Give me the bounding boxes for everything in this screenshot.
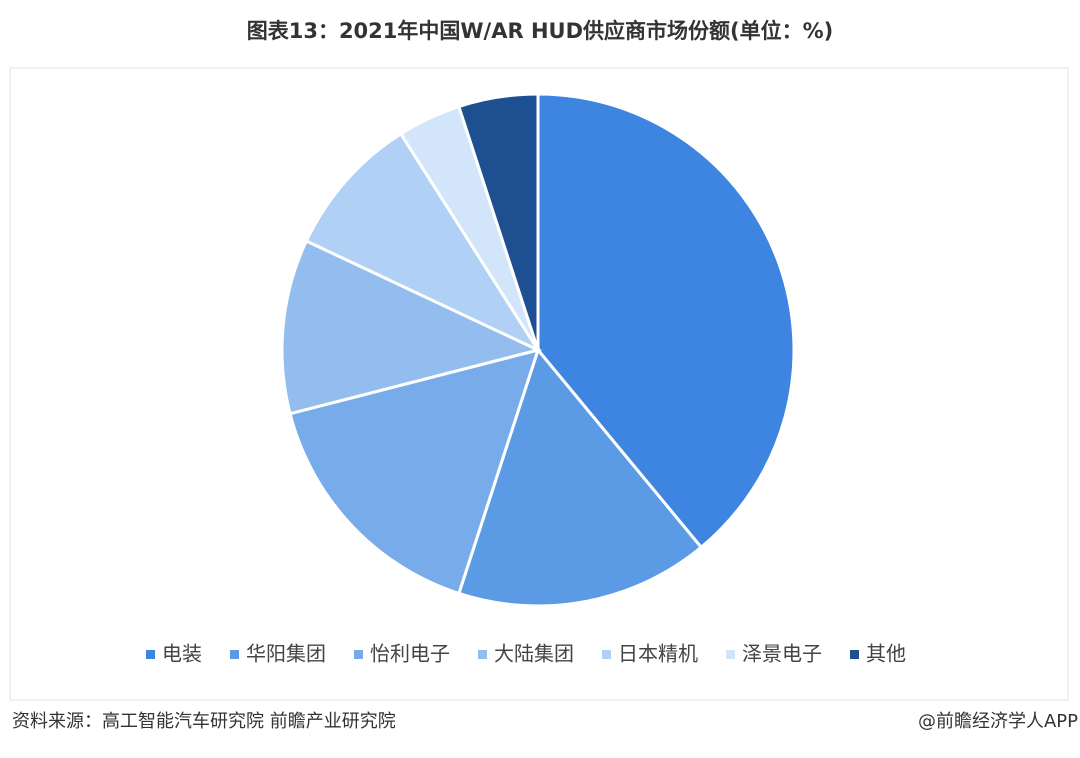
legend-swatch	[230, 650, 239, 659]
legend-label: 怡利电子	[370, 642, 450, 666]
pie-slice	[457, 346, 704, 608]
chart-title: 图表13：2021年中国W/AR HUD供应商市场份额(单位：%)	[247, 19, 834, 43]
legend-label: 日本精机	[618, 642, 698, 666]
source: 资料来源：高工智能汽车研究院 前瞻产业研究院	[12, 711, 396, 732]
pie-slice	[457, 92, 540, 351]
pie-slice	[304, 131, 543, 354]
pie-slice	[288, 347, 541, 596]
legend-label: 电装	[162, 642, 202, 666]
legend-swatch	[726, 650, 735, 659]
legend-swatch	[478, 650, 487, 659]
legend-swatch	[602, 650, 611, 659]
legend-swatch	[146, 650, 155, 659]
legend-swatch	[354, 650, 363, 659]
legend-label: 华阳集团	[246, 642, 326, 666]
brand: @前瞻经济学人APP	[918, 711, 1078, 732]
legend-label: 泽景电子	[742, 642, 822, 666]
legend-label: 其他	[866, 642, 906, 666]
pie-slice	[536, 92, 796, 550]
pie-slice	[280, 239, 543, 416]
legend-label: 大陆集团	[494, 642, 574, 666]
legend-swatch	[850, 650, 859, 659]
